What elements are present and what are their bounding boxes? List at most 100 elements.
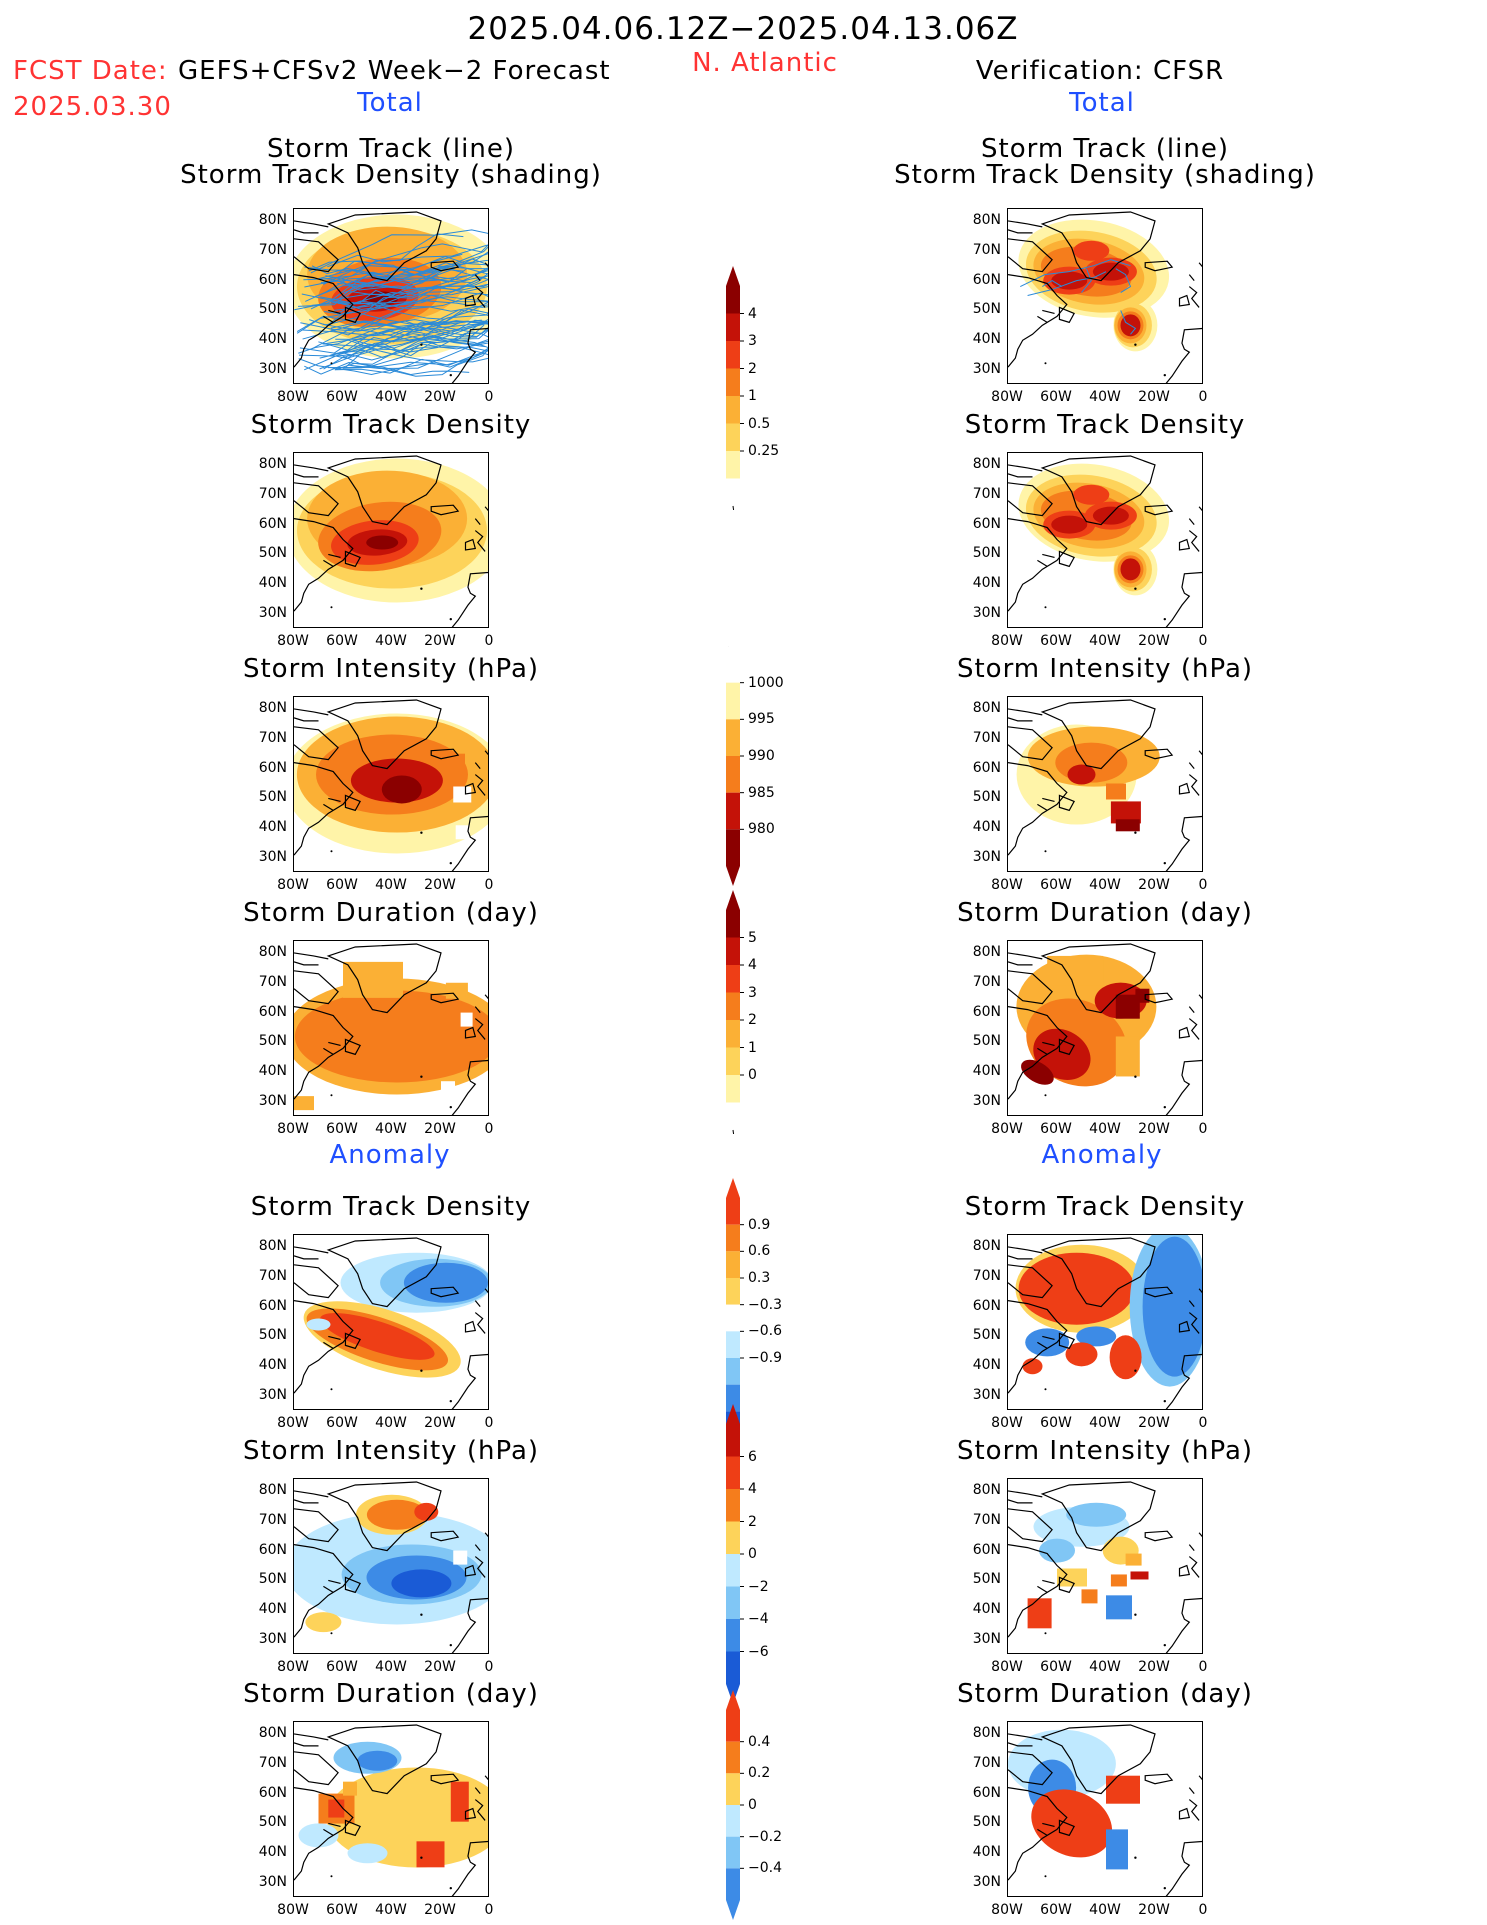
x-tick-label: 40W (375, 1902, 407, 1918)
x-tick-label: 0 (484, 1902, 494, 1918)
x-tick-label: 20W (1138, 633, 1170, 649)
colorbar-label: 985 (748, 784, 775, 801)
y-tick-label: 80N (258, 1237, 287, 1254)
x-tick-label: 0 (1198, 633, 1208, 649)
y-tick-label: 30N (258, 1631, 287, 1648)
x-tick-label: 60W (326, 389, 358, 405)
x-tick-label: 40W (1089, 1121, 1121, 1137)
y-tick-label: 40N (972, 1844, 1001, 1861)
y-tick-label: 50N (972, 1033, 1001, 1050)
section-anomaly-right: Anomaly (1041, 1140, 1163, 1170)
x-tick-label: 60W (1040, 633, 1072, 649)
x-tick-label: 20W (1138, 1902, 1170, 1918)
y-tick-label: 50N (972, 1327, 1001, 1344)
colorbar-label: 995 (748, 711, 775, 728)
colorbar-label: 0.5 (748, 415, 771, 432)
x-tick-label: 80W (277, 633, 309, 649)
colorbar-label: 0 (748, 1067, 757, 1083)
x-tick-label: 0 (484, 389, 494, 405)
x-tick-label: 40W (375, 1659, 407, 1675)
y-tick-label: 60N (972, 1003, 1001, 1020)
colorbar-label: −2 (748, 1578, 769, 1595)
colorbar-label: 0.2 (748, 1765, 771, 1782)
x-tick-label: 80W (277, 877, 309, 893)
y-tick-label: 60N (258, 1784, 287, 1801)
x-tick-label: 20W (1138, 1659, 1170, 1675)
y-tick-label: 40N (972, 1357, 1001, 1374)
y-tick-label: 80N (972, 943, 1001, 960)
x-tick-label: 40W (1089, 1415, 1121, 1431)
panel-title: Storm Track (line) (981, 134, 1229, 164)
x-tick-label: 60W (326, 633, 358, 649)
colorbar-label: 0.9 (748, 1216, 771, 1233)
heatmap-panel-forecast-total-0 (293, 208, 489, 384)
panel-title: Storm Duration (day) (957, 1679, 1253, 1709)
y-tick-label: 70N (972, 1267, 1001, 1284)
colorbar-label: 3 (748, 984, 757, 1001)
x-tick-label: 40W (375, 389, 407, 405)
x-tick-label: 60W (1040, 1659, 1072, 1675)
colorbar-label: 1 (748, 388, 757, 404)
heatmap-shading (1008, 943, 1202, 1115)
y-tick-label: 70N (972, 1511, 1001, 1528)
x-tick-label: 40W (1089, 877, 1121, 893)
y-tick-label: 50N (972, 301, 1001, 318)
forecast-name: GEFS+CFSv2 Week−2 Forecast (178, 56, 611, 86)
colorbar-label: 4 (748, 305, 757, 322)
x-tick-label: 0 (484, 877, 494, 893)
x-tick-label: 0 (1198, 1415, 1208, 1431)
x-tick-label: 0 (1198, 389, 1208, 405)
heatmap-shading (1008, 1235, 1202, 1409)
x-tick-label: 40W (1089, 633, 1121, 649)
y-tick-label: 80N (258, 1481, 287, 1498)
heatmap-panel-verification-total-3 (1007, 940, 1203, 1116)
x-tick-label: 0 (484, 1659, 494, 1675)
x-tick-label: 80W (991, 1902, 1023, 1918)
x-tick-label: 60W (326, 1902, 358, 1918)
heatmap-panel-verification-anomaly-4 (1007, 1234, 1203, 1410)
panel-title: Storm Duration (day) (243, 1679, 539, 1709)
y-tick-label: 40N (258, 819, 287, 836)
heatmap-panel-forecast-anomaly-4 (293, 1234, 489, 1410)
x-tick-label: 80W (991, 1415, 1023, 1431)
x-tick-label: 80W (991, 633, 1023, 649)
x-tick-label: 60W (1040, 877, 1072, 893)
y-tick-label: 40N (972, 819, 1001, 836)
x-tick-label: 40W (375, 1121, 407, 1137)
colorbar-label: 0 (748, 1797, 757, 1813)
y-tick-label: 40N (258, 575, 287, 592)
y-tick-label: 40N (972, 1601, 1001, 1618)
y-tick-label: 30N (258, 1387, 287, 1404)
panel-title: Storm Duration (day) (243, 898, 539, 928)
y-tick-label: 50N (258, 1327, 287, 1344)
x-tick-label: 60W (326, 1659, 358, 1675)
heatmap-shading (1008, 211, 1202, 383)
y-tick-label: 80N (972, 211, 1001, 228)
section-total-left: Total (357, 88, 423, 118)
x-tick-label: 80W (277, 1659, 309, 1675)
colorbar-label: −6 (748, 1643, 769, 1660)
y-tick-label: 70N (972, 485, 1001, 502)
panel-title: Storm Intensity (hPa) (242, 654, 540, 684)
heatmap-panel-verification-anomaly-5 (1007, 1478, 1203, 1654)
colorbar-label: 6 (748, 1448, 757, 1465)
y-tick-label: 50N (972, 1571, 1001, 1588)
colorbar-intensity (726, 646, 744, 886)
x-tick-label: 20W (424, 633, 456, 649)
x-tick-label: 40W (375, 633, 407, 649)
x-tick-label: 80W (277, 1902, 309, 1918)
y-tick-label: 60N (972, 759, 1001, 776)
x-tick-label: 40W (1089, 389, 1121, 405)
y-tick-label: 70N (258, 973, 287, 990)
heatmap-panel-forecast-anomaly-6 (293, 1721, 489, 1897)
y-tick-label: 50N (258, 1571, 287, 1588)
heatmap-shading (294, 1724, 488, 1896)
colorbar-label: 2 (748, 360, 757, 377)
panel-title: Storm Intensity (hPa) (956, 654, 1254, 684)
y-tick-label: 40N (258, 1063, 287, 1080)
y-tick-label: 50N (258, 789, 287, 806)
heatmap-panel-forecast-total-3 (293, 940, 489, 1116)
panel-title: Storm Track (line) (267, 134, 515, 164)
x-tick-label: 0 (484, 1121, 494, 1137)
y-tick-label: 70N (972, 241, 1001, 258)
